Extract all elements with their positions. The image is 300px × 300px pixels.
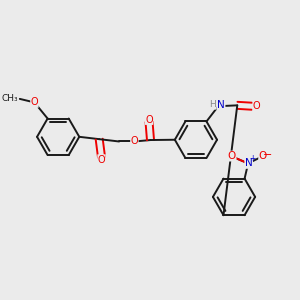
- Text: O: O: [98, 155, 105, 165]
- Text: N: N: [245, 158, 253, 168]
- Text: −: −: [263, 151, 272, 160]
- Text: O: O: [259, 151, 267, 161]
- Text: +: +: [249, 154, 255, 163]
- Text: O: O: [253, 101, 260, 111]
- Text: O: O: [130, 136, 138, 146]
- Text: O: O: [228, 151, 236, 161]
- Text: N: N: [217, 100, 225, 110]
- Text: CH₃: CH₃: [2, 94, 18, 103]
- Text: O: O: [145, 115, 153, 124]
- Text: O: O: [31, 98, 38, 107]
- Text: H: H: [210, 100, 216, 109]
